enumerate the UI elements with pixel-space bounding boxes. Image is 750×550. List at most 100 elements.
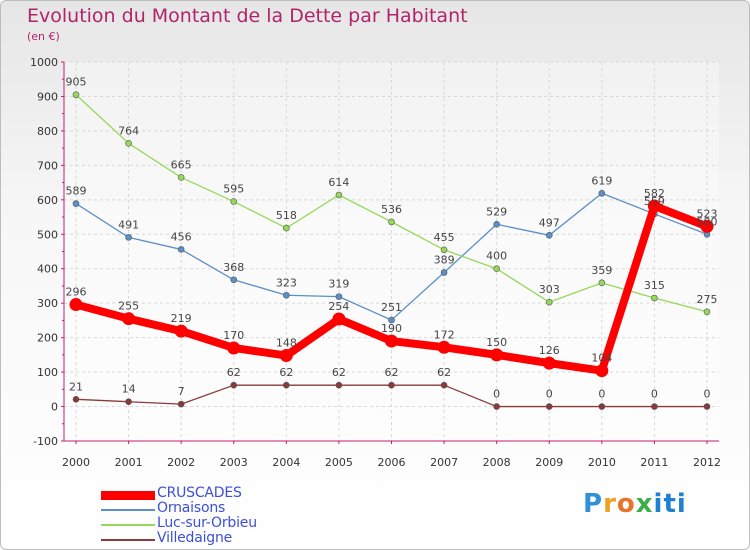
data-label-luc-sur-orbieu: 665 xyxy=(171,158,192,171)
data-label-ornaisons: 500 xyxy=(697,215,718,228)
y-tick-label: 900 xyxy=(37,90,58,103)
x-tick-label: 2001 xyxy=(115,456,143,469)
data-label-ornaisons: 323 xyxy=(276,276,297,289)
data-label-villedaigne: 0 xyxy=(598,388,605,401)
data-point-ornaisons xyxy=(598,189,606,197)
data-label-ornaisons: 456 xyxy=(171,230,192,243)
data-label-cruscades: 148 xyxy=(276,337,297,350)
x-tick-label: 2002 xyxy=(167,456,195,469)
data-point-luc-sur-orbieu xyxy=(388,218,395,226)
data-point-luc-sur-orbieu xyxy=(598,279,606,287)
data-point-ornaisons xyxy=(545,232,553,239)
data-label-cruscades: 190 xyxy=(381,322,402,335)
x-tick-label: 2012 xyxy=(693,456,721,469)
data-label-ornaisons: 491 xyxy=(118,218,139,231)
chart-legend: CRUSCADES Ornaisons Luc-sur-Orbieu Villedai… xyxy=(101,485,341,547)
plot-area xyxy=(64,62,719,441)
data-point-cruscades xyxy=(332,312,346,326)
data-label-ornaisons: 497 xyxy=(539,216,560,229)
x-tick-label: 2008 xyxy=(483,456,511,469)
data-label-luc-sur-orbieu: 315 xyxy=(644,279,665,292)
legend-item-cruscades: CRUSCADES xyxy=(101,485,341,502)
data-label-luc-sur-orbieu: 905 xyxy=(66,76,87,89)
data-label-ornaisons: 389 xyxy=(434,254,455,267)
data-label-cruscades: 254 xyxy=(328,300,349,313)
data-point-luc-sur-orbieu xyxy=(335,191,343,199)
y-tick-label: 1000 xyxy=(30,56,58,69)
x-tick-label: 2007 xyxy=(430,456,458,469)
data-point-cruscades xyxy=(227,341,241,355)
data-point-luc-sur-orbieu xyxy=(283,224,290,232)
data-label-ornaisons: 589 xyxy=(66,185,87,198)
data-label-cruscades: 255 xyxy=(118,300,139,313)
data-point-luc-sur-orbieu xyxy=(651,294,658,302)
data-label-villedaigne: 0 xyxy=(651,388,658,401)
legend-label: CRUSCADES xyxy=(157,485,242,501)
legend-swatch xyxy=(101,509,155,511)
x-tick-label: 2000 xyxy=(62,456,90,469)
data-label-villedaigne: 0 xyxy=(546,388,553,401)
data-point-luc-sur-orbieu xyxy=(493,265,500,273)
y-tick-label: 400 xyxy=(37,263,58,276)
data-point-cruscades xyxy=(490,348,504,362)
y-tick-label: 100 xyxy=(37,366,58,379)
data-point-cruscades xyxy=(647,199,661,213)
data-label-luc-sur-orbieu: 455 xyxy=(434,231,455,244)
data-point-villedaigne xyxy=(440,381,448,389)
data-label-luc-sur-orbieu: 595 xyxy=(223,183,244,196)
x-tick-label: 2003 xyxy=(220,456,248,469)
x-tick-label: 2006 xyxy=(378,456,406,469)
y-tick-label: 600 xyxy=(37,194,58,207)
data-point-villedaigne xyxy=(177,400,185,408)
data-point-villedaigne xyxy=(72,396,80,403)
chart-title: Evolution du Montant de la Dette par Hab… xyxy=(27,5,468,27)
data-point-ornaisons xyxy=(230,276,238,284)
data-label-ornaisons: 319 xyxy=(328,278,349,291)
chart-subtitle: (en €) xyxy=(27,30,60,43)
data-point-villedaigne xyxy=(598,403,606,410)
data-label-ornaisons: 529 xyxy=(486,205,507,218)
data-label-cruscades: 172 xyxy=(434,328,455,341)
data-label-villedaigne: 7 xyxy=(178,385,185,398)
data-label-cruscades: 170 xyxy=(223,329,244,342)
data-point-ornaisons xyxy=(283,291,290,299)
data-point-cruscades xyxy=(174,324,188,338)
y-tick-label: 300 xyxy=(37,297,58,310)
data-label-ornaisons: 368 xyxy=(223,261,244,274)
data-label-luc-sur-orbieu: 518 xyxy=(276,209,297,222)
y-tick-label: 800 xyxy=(37,125,58,138)
data-label-luc-sur-orbieu: 303 xyxy=(539,283,560,296)
data-label-villedaigne: 0 xyxy=(493,388,500,401)
legend-label: Ornaisons xyxy=(157,500,226,516)
data-point-cruscades xyxy=(122,312,136,326)
legend-label: Villedaigne xyxy=(157,530,233,546)
data-label-cruscades: 582 xyxy=(644,187,665,200)
data-point-luc-sur-orbieu xyxy=(72,91,80,99)
data-point-ornaisons xyxy=(493,220,500,228)
data-label-luc-sur-orbieu: 400 xyxy=(486,250,507,263)
data-label-luc-sur-orbieu: 275 xyxy=(697,293,718,306)
y-tick-label: 0 xyxy=(51,401,58,414)
y-tick-label: 200 xyxy=(37,332,58,345)
legend-swatch xyxy=(101,491,155,500)
data-label-cruscades: 523 xyxy=(697,207,718,220)
y-tick-label: 500 xyxy=(37,228,58,241)
data-label-villedaigne: 62 xyxy=(227,366,241,379)
data-label-luc-sur-orbieu: 359 xyxy=(591,264,612,277)
data-point-villedaigne xyxy=(388,381,395,389)
data-point-villedaigne xyxy=(703,403,711,410)
data-label-villedaigne: 21 xyxy=(69,380,83,393)
legend-swatch xyxy=(101,539,155,541)
data-label-villedaigne: 62 xyxy=(385,366,399,379)
data-point-cruscades xyxy=(542,356,556,370)
data-label-ornaisons: 559 xyxy=(644,195,665,208)
data-point-luc-sur-orbieu xyxy=(440,246,448,254)
legend-item-ornaisons: Ornaisons xyxy=(101,500,341,517)
data-point-villedaigne xyxy=(125,398,132,406)
legend-item-villedaigne: Villedaigne xyxy=(101,530,341,547)
data-label-cruscades: 126 xyxy=(539,344,560,357)
data-label-cruscades: 296 xyxy=(66,286,87,299)
data-point-villedaigne xyxy=(493,403,500,410)
